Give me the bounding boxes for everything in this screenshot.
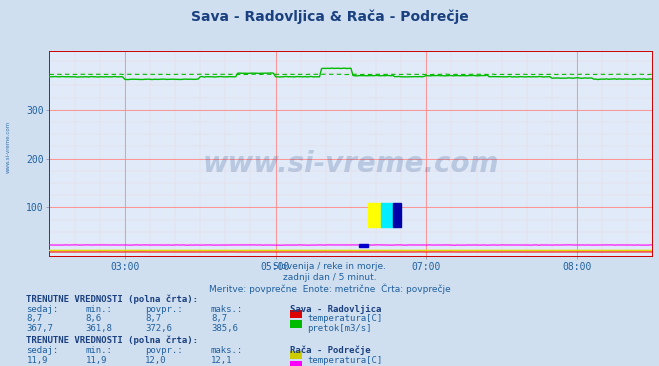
Text: pretok[m3/s]: pretok[m3/s]	[307, 324, 372, 333]
Text: sedaj:: sedaj:	[26, 305, 59, 314]
Text: Meritve: povprečne  Enote: metrične  Črta: povprečje: Meritve: povprečne Enote: metrične Črta:…	[209, 284, 450, 294]
Text: TRENUTNE VREDNOSTI (polna črta):: TRENUTNE VREDNOSTI (polna črta):	[26, 295, 198, 304]
Text: 8,6: 8,6	[86, 314, 101, 324]
Text: TRENUTNE VREDNOSTI (polna črta):: TRENUTNE VREDNOSTI (polna črta):	[26, 336, 198, 346]
Text: temperatura[C]: temperatura[C]	[307, 356, 382, 365]
Text: maks.:: maks.:	[211, 305, 243, 314]
Text: 12,0: 12,0	[145, 356, 167, 365]
Text: Slovenija / reke in morje.: Slovenija / reke in morje.	[273, 262, 386, 271]
Text: povpr.:: povpr.:	[145, 346, 183, 355]
Text: 11,9: 11,9	[86, 356, 107, 365]
Bar	[381, 202, 393, 227]
Text: www.si-vreme.com: www.si-vreme.com	[203, 150, 499, 178]
Text: sedaj:: sedaj:	[26, 346, 59, 355]
Text: zadnji dan / 5 minut.: zadnji dan / 5 minut.	[283, 273, 376, 282]
Text: min.:: min.:	[86, 346, 113, 355]
Text: povpr.:: povpr.:	[145, 305, 183, 314]
Bar	[393, 202, 401, 227]
Bar	[368, 202, 381, 227]
Text: Sava - Radovljica: Sava - Radovljica	[290, 305, 382, 314]
Text: maks.:: maks.:	[211, 346, 243, 355]
Text: 385,6: 385,6	[211, 324, 238, 333]
Text: min.:: min.:	[86, 305, 113, 314]
Text: 367,7: 367,7	[26, 324, 53, 333]
Text: www.si-vreme.com: www.si-vreme.com	[5, 120, 11, 172]
Text: 12,1: 12,1	[211, 356, 233, 365]
Text: Sava - Radovljica & Rača - Podrečje: Sava - Radovljica & Rača - Podrečje	[190, 9, 469, 24]
Text: 361,8: 361,8	[86, 324, 113, 333]
Text: 11,9: 11,9	[26, 356, 48, 365]
Text: 372,6: 372,6	[145, 324, 172, 333]
Text: Rača - Podrečje: Rača - Podrečje	[290, 346, 370, 355]
Text: 8,7: 8,7	[145, 314, 161, 324]
Text: temperatura[C]: temperatura[C]	[307, 314, 382, 324]
Text: 8,7: 8,7	[26, 314, 42, 324]
Bar	[359, 243, 368, 247]
Text: 8,7: 8,7	[211, 314, 227, 324]
